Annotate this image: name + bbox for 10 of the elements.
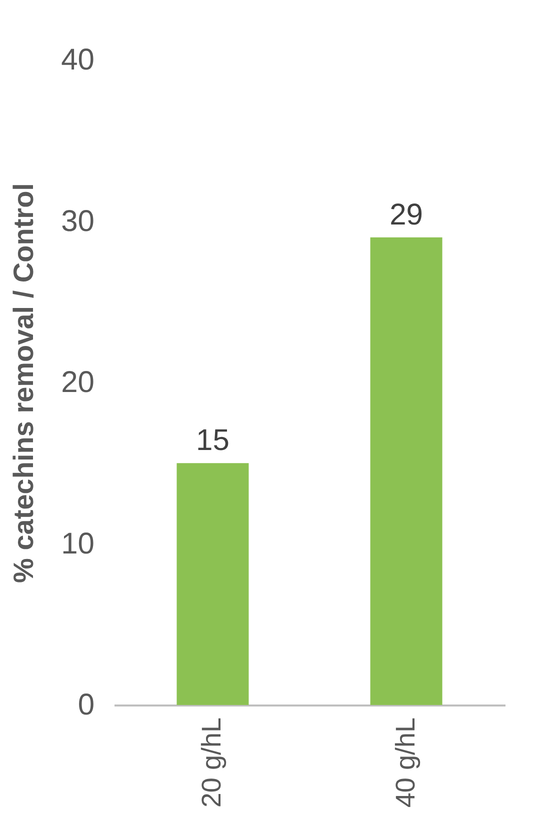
y-tick-label: 10 [61,527,94,560]
y-tick-label: 20 [61,366,94,399]
y-tick-label: 30 [61,204,94,238]
y-axis-title: % catechins removal / Control [8,183,40,583]
x-tick-label: 20 g/hL [196,718,227,808]
x-tick-label: 40 g/hL [390,718,420,808]
data-label: 15 [196,424,230,458]
y-tick-label: 40 [61,44,94,76]
data-label: 29 [390,198,423,232]
y-tick-label: 0 [78,688,94,722]
